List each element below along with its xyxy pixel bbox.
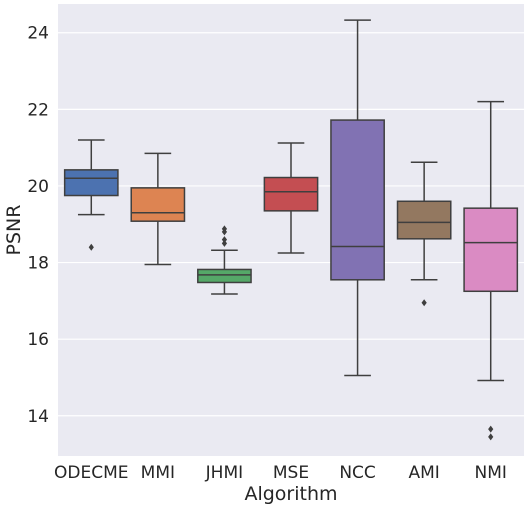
iqr-box: [263, 176, 319, 212]
box-plots: [63, 19, 519, 441]
y-tick-label: 16: [27, 330, 49, 350]
iqr-box: [197, 268, 252, 284]
iqr-box: [63, 169, 119, 197]
x-tick-label: AMI: [408, 463, 439, 483]
box-jhmi: [197, 225, 252, 295]
iqr-box: [130, 187, 186, 222]
x-tick-label: JHMI: [205, 463, 243, 483]
x-tick-labels: ODECME MMI JHMI MSE NCC AMI NMI: [54, 463, 507, 483]
box-mmi: [130, 152, 186, 266]
y-tick-label: 18: [27, 254, 49, 274]
outlier-point: [88, 243, 94, 251]
x-tick-label: NMI: [475, 463, 507, 483]
x-tick-label: ODECME: [54, 463, 129, 483]
outlier-point: [221, 225, 228, 233]
y-tick-label: 20: [27, 177, 49, 197]
outlier-point: [488, 425, 494, 433]
outlier-point: [421, 299, 427, 307]
x-axis-title: Algorithm: [244, 483, 337, 505]
y-tick-labels: 14 16 18 20 22 24: [27, 24, 49, 427]
y-tick-label: 24: [27, 24, 49, 44]
y-tick-label: 14: [27, 407, 49, 427]
iqr-box: [330, 119, 385, 281]
y-tick-label: 22: [27, 100, 49, 120]
iqr-box: [396, 200, 452, 240]
box-nmi: [463, 100, 519, 441]
box-odecme: [63, 139, 119, 251]
iqr-box: [463, 207, 519, 293]
outlier-point: [221, 239, 228, 247]
outlier-point: [488, 433, 494, 441]
x-tick-label: NCC: [339, 463, 375, 483]
box-mse: [263, 142, 319, 254]
y-axis-title: PSNR: [3, 205, 25, 256]
x-tick-label: MMI: [141, 463, 175, 483]
x-tick-label: MSE: [273, 463, 309, 483]
outlier-point: [221, 236, 228, 244]
box-ncc: [330, 19, 385, 377]
box-ami: [396, 161, 452, 307]
